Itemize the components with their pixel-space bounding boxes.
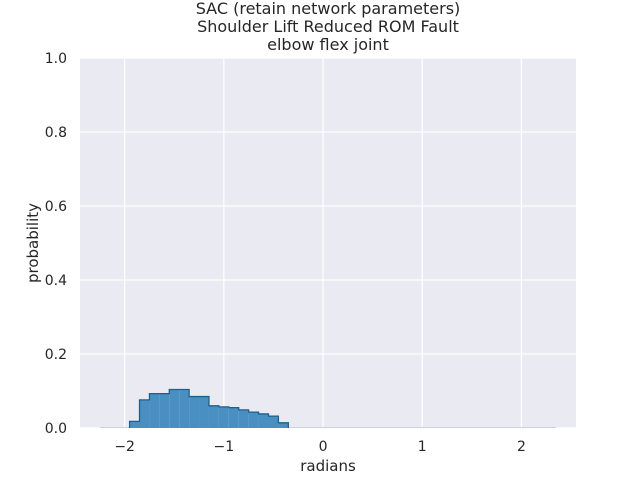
y-tick-label: 0.2 (45, 347, 67, 363)
histogram-bar (129, 421, 140, 428)
histogram-bar (228, 407, 239, 428)
y-tick-label: 0.6 (45, 199, 67, 215)
histogram-bar (189, 396, 200, 428)
x-tick-label: 0 (319, 439, 328, 455)
histogram-bar (208, 405, 219, 428)
histogram-bar (179, 389, 190, 428)
x-tick-labels: −2 −1 0 1 2 (114, 439, 526, 455)
x-tick-label: 2 (517, 439, 526, 455)
y-tick-labels: 0.0 0.2 0.4 0.6 0.8 1.0 (45, 51, 67, 437)
y-tick-label: 1.0 (45, 51, 67, 67)
y-tick-label: 0.0 (45, 421, 67, 437)
histogram-bar (218, 406, 229, 428)
x-tick-label: 1 (418, 439, 427, 455)
histogram-bar (139, 399, 150, 428)
histogram-bars (99, 388, 557, 428)
histogram-bar (159, 393, 170, 428)
y-tick-label: 0.8 (45, 125, 67, 141)
histogram-bar (169, 389, 180, 428)
histogram-bar (238, 409, 249, 428)
chart-title-line-2: Shoulder Lift Reduced ROM Fault (197, 17, 459, 36)
x-tick-label: −1 (214, 439, 235, 455)
chart-title-line-3: elbow flex joint (267, 35, 389, 54)
histogram-bar (248, 412, 259, 428)
y-axis-label: probability (24, 203, 42, 283)
histogram-bar (258, 413, 269, 428)
histogram-bar (199, 396, 209, 428)
x-tick-label: −2 (114, 439, 135, 455)
histogram-bar (149, 393, 160, 428)
histogram-bar (268, 416, 279, 428)
chart-title-line-1: SAC (retain network parameters) (196, 0, 461, 18)
plot-background (80, 58, 576, 428)
y-tick-label: 0.4 (45, 273, 67, 289)
x-axis-label: radians (300, 457, 356, 475)
histogram-step-outline (128, 388, 289, 428)
histogram-bar (278, 422, 289, 428)
